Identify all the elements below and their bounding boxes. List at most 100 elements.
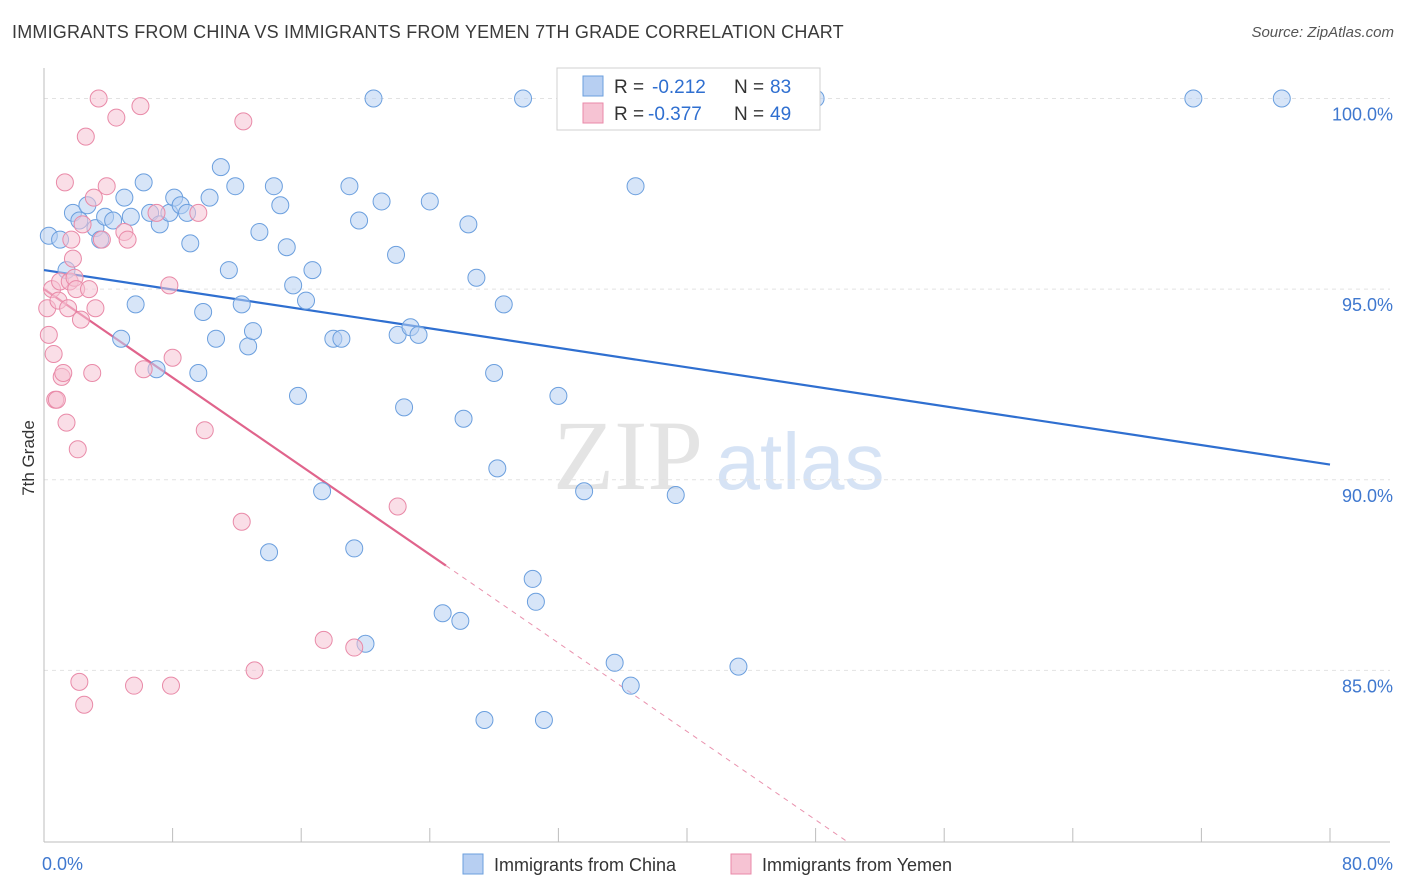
chart-title: IMMIGRANTS FROM CHINA VS IMMIGRANTS FROM… bbox=[12, 22, 844, 42]
china-point-47 bbox=[350, 211, 369, 230]
yemen-point-15 bbox=[63, 249, 82, 268]
china-point-64 bbox=[488, 459, 507, 478]
yemen-trend-extension bbox=[445, 565, 849, 843]
china-point-27 bbox=[211, 158, 230, 177]
china-point-67 bbox=[523, 569, 542, 588]
yemen-point-18 bbox=[68, 440, 87, 459]
yemen-point-10 bbox=[55, 173, 74, 192]
stats-r-value-yemen: -0.377 bbox=[648, 104, 702, 125]
yemen-point-27 bbox=[86, 299, 105, 318]
yemen-point-22 bbox=[75, 695, 94, 714]
china-point-62 bbox=[475, 710, 494, 729]
yemen-point-1 bbox=[39, 325, 58, 344]
china-point-31 bbox=[239, 337, 258, 356]
axis-layer: 85.0% 90.0% 95.0% 100.0% 0.0% 80.0% bbox=[42, 68, 1393, 874]
stats-r-label-china: R = bbox=[614, 77, 644, 98]
china-point-11 bbox=[115, 188, 134, 207]
china-point-40 bbox=[297, 291, 316, 310]
china-point-12 bbox=[121, 207, 140, 226]
china-point-33 bbox=[250, 222, 269, 241]
yemen-trend-line bbox=[43, 288, 447, 567]
china-point-57 bbox=[433, 604, 452, 623]
chart-legend: Immigrants from China Immigrants from Ye… bbox=[462, 853, 952, 875]
china-point-44 bbox=[332, 329, 351, 348]
china-point-73 bbox=[605, 653, 624, 672]
china-point-63 bbox=[485, 364, 504, 383]
china-point-58 bbox=[451, 611, 470, 630]
yemen-point-28 bbox=[89, 89, 108, 108]
stats-n-label-china: N = bbox=[734, 77, 764, 98]
yemen-point-29 bbox=[92, 230, 111, 249]
china-point-51 bbox=[387, 245, 406, 264]
yemen-point-47 bbox=[345, 638, 364, 657]
yemen-point-46 bbox=[314, 630, 333, 649]
china-point-69 bbox=[534, 710, 553, 729]
stats-n-value-china: 83 bbox=[770, 77, 791, 98]
yemen-point-26 bbox=[84, 188, 103, 207]
yemen-point-20 bbox=[71, 310, 90, 329]
legend-label-china[interactable]: Immigrants from China bbox=[494, 855, 677, 875]
stats-swatch-china bbox=[582, 75, 604, 97]
y-tick-label-1: 90.0% bbox=[1342, 486, 1393, 506]
legend-swatch-yemen[interactable] bbox=[730, 853, 752, 875]
china-point-53 bbox=[395, 398, 414, 417]
china-point-26 bbox=[207, 329, 226, 348]
y-tick-label-2: 95.0% bbox=[1342, 295, 1393, 315]
china-point-38 bbox=[284, 276, 303, 295]
china-point-24 bbox=[194, 303, 213, 322]
yemen-point-44 bbox=[234, 112, 253, 131]
china-trend-line bbox=[43, 268, 1331, 466]
yemen-point-37 bbox=[147, 203, 166, 222]
yemen-point-40 bbox=[163, 348, 182, 367]
china-point-14 bbox=[134, 173, 153, 192]
yemen-point-48 bbox=[388, 497, 407, 516]
china-point-25 bbox=[200, 188, 219, 207]
china-point-61 bbox=[467, 268, 486, 287]
watermark-atlas: atlas bbox=[716, 417, 885, 506]
china-point-46 bbox=[345, 539, 364, 558]
stats-n-label-yemen: N = bbox=[734, 104, 764, 125]
yemen-point-39 bbox=[161, 676, 180, 695]
china-point-41 bbox=[303, 261, 322, 280]
china-point-35 bbox=[264, 177, 283, 196]
yemen-point-19 bbox=[70, 672, 89, 691]
grid-layer bbox=[44, 98, 1390, 671]
legend-label-yemen[interactable]: Immigrants from Yemen bbox=[762, 855, 952, 875]
yemen-point-38 bbox=[160, 276, 179, 295]
china-point-55 bbox=[409, 325, 428, 344]
china-point-66 bbox=[514, 89, 533, 108]
china-point-23 bbox=[189, 364, 208, 383]
china-point-65 bbox=[494, 295, 513, 314]
china-point-34 bbox=[260, 543, 279, 562]
yemen-point-36 bbox=[134, 360, 153, 379]
stats-n-value-yemen: 49 bbox=[770, 104, 791, 125]
china-point-13 bbox=[126, 295, 145, 314]
china-point-49 bbox=[364, 89, 383, 108]
y-axis-label: 7th Grade bbox=[19, 420, 38, 496]
yemen-point-42 bbox=[195, 421, 214, 440]
yemen-point-5 bbox=[47, 390, 66, 409]
yemen-point-23 bbox=[76, 127, 95, 146]
china-point-50 bbox=[372, 192, 391, 211]
yemen-point-3 bbox=[44, 344, 63, 363]
china-point-36 bbox=[271, 196, 290, 215]
yemen-point-45 bbox=[245, 661, 264, 680]
china-point-80 bbox=[1272, 89, 1291, 108]
yemen-point-24 bbox=[80, 280, 99, 299]
china-point-10 bbox=[112, 329, 131, 348]
x-tick-label-1: 80.0% bbox=[1342, 854, 1393, 874]
china-point-70 bbox=[549, 386, 568, 405]
china-point-75 bbox=[626, 177, 645, 196]
china-point-30 bbox=[232, 295, 251, 314]
china-point-37 bbox=[277, 238, 296, 257]
yemen-point-9 bbox=[54, 364, 73, 383]
yemen-point-41 bbox=[189, 203, 208, 222]
china-point-59 bbox=[454, 409, 473, 428]
legend-swatch-china[interactable] bbox=[462, 853, 484, 875]
yemen-point-12 bbox=[59, 299, 78, 318]
yemen-point-30 bbox=[97, 177, 116, 196]
trend-layer bbox=[43, 268, 1331, 843]
china-point-9 bbox=[104, 211, 123, 230]
yemen-point-35 bbox=[131, 97, 150, 116]
